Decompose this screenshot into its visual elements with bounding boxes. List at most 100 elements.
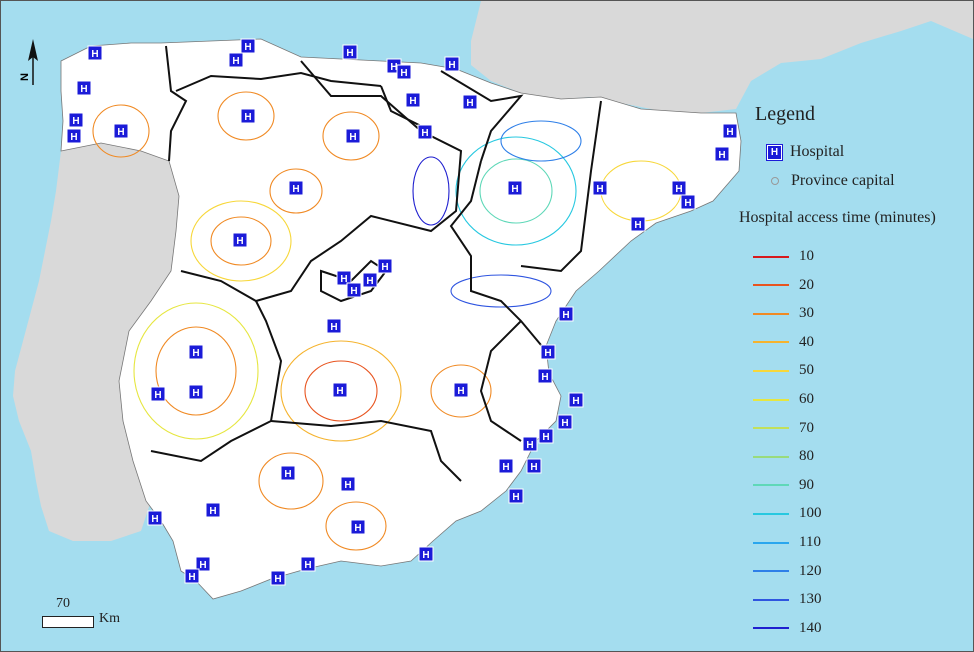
- scale-label: 50: [799, 362, 814, 379]
- svg-text:H: H: [726, 127, 733, 138]
- scale-item-70: 70: [753, 420, 814, 437]
- svg-text:H: H: [70, 132, 77, 143]
- scale-item-90: 90: [753, 477, 814, 494]
- scale-swatch: [753, 627, 789, 630]
- svg-text:H: H: [562, 310, 569, 321]
- scale-item-10: 10: [753, 248, 814, 265]
- svg-text:H: H: [244, 42, 251, 53]
- scalebar-unit: Km: [99, 611, 120, 626]
- scale-swatch: [753, 284, 789, 287]
- scale-item-50: 50: [753, 362, 814, 379]
- north-label: N: [18, 73, 31, 81]
- scale-item-130: 130: [753, 591, 822, 608]
- svg-text:H: H: [340, 274, 347, 285]
- svg-text:H: H: [544, 348, 551, 359]
- scale-swatch: [753, 512, 789, 515]
- scale-swatch: [753, 255, 789, 258]
- svg-text:H: H: [502, 462, 509, 473]
- legend-title: Legend: [755, 103, 815, 125]
- legend-hospital-row: H Hospital: [766, 143, 845, 161]
- svg-text:H: H: [526, 440, 533, 451]
- svg-text:H: H: [366, 276, 373, 287]
- north-arrow-icon: [28, 39, 38, 85]
- svg-text:H: H: [344, 480, 351, 491]
- svg-text:H: H: [466, 98, 473, 109]
- svg-text:H: H: [117, 127, 124, 138]
- svg-text:H: H: [292, 184, 299, 195]
- svg-text:H: H: [209, 506, 216, 517]
- svg-text:H: H: [448, 60, 455, 71]
- svg-text:H: H: [346, 48, 353, 59]
- svg-text:H: H: [349, 132, 356, 143]
- portugal-land: [13, 141, 181, 541]
- spain-land: [60, 38, 742, 600]
- svg-text:H: H: [684, 198, 691, 209]
- scale-label: 10: [799, 248, 814, 264]
- svg-text:H: H: [561, 418, 568, 429]
- svg-text:H: H: [421, 128, 428, 139]
- svg-text:H: H: [572, 396, 579, 407]
- scale-label: 90: [799, 476, 814, 493]
- svg-text:H: H: [192, 348, 199, 359]
- scale-label: 60: [799, 391, 814, 407]
- scale-label: 110: [799, 534, 821, 550]
- hospital-icon: H: [766, 143, 783, 161]
- svg-text:H: H: [80, 84, 87, 95]
- svg-text:H: H: [350, 286, 357, 297]
- scale-swatch: [753, 341, 789, 344]
- svg-text:H: H: [354, 523, 361, 534]
- svg-text:H: H: [457, 386, 464, 397]
- scale-label: 130: [799, 591, 822, 608]
- scale-label: 100: [799, 505, 822, 522]
- scale-item-120: 120: [753, 563, 822, 580]
- legend-capital-row: Province capital: [767, 172, 895, 190]
- scale-swatch: [753, 398, 789, 401]
- access-time-title: Hospital access time (minutes): [739, 209, 936, 226]
- svg-text:H: H: [596, 184, 603, 195]
- svg-text:H: H: [541, 372, 548, 383]
- svg-text:H: H: [274, 574, 281, 585]
- svg-text:H: H: [422, 550, 429, 561]
- scale-item-40: 40: [753, 334, 814, 351]
- scale-item-140: 140: [753, 620, 822, 637]
- scale-item-20: 20: [753, 277, 814, 294]
- scalebar-value: 70: [56, 596, 70, 611]
- svg-text:H: H: [330, 322, 337, 333]
- legend-hospital-label: Hospital: [790, 143, 845, 160]
- svg-text:H: H: [91, 49, 98, 60]
- scale-item-60: 60: [753, 391, 814, 408]
- svg-text:H: H: [188, 572, 195, 583]
- svg-text:H: H: [400, 68, 407, 79]
- scale-label: 30: [799, 305, 814, 322]
- scale-swatch: [753, 570, 789, 573]
- scale-swatch: [753, 369, 789, 372]
- scale-swatch: [753, 312, 789, 315]
- svg-text:H: H: [675, 184, 682, 195]
- svg-text:H: H: [390, 62, 397, 73]
- scale-swatch: [753, 598, 789, 601]
- svg-text:H: H: [542, 432, 549, 443]
- scale-item-80: 80: [753, 448, 814, 465]
- svg-text:H: H: [304, 560, 311, 571]
- scalebar: [42, 616, 94, 628]
- legend-capital-label: Province capital: [791, 172, 895, 189]
- svg-text:H: H: [634, 220, 641, 231]
- scale-swatch: [753, 541, 789, 544]
- scale-label: 70: [799, 419, 814, 436]
- scale-label: 140: [799, 619, 822, 636]
- svg-text:H: H: [236, 236, 243, 247]
- svg-text:H: H: [718, 150, 725, 161]
- scale-label: 40: [799, 333, 814, 350]
- scale-swatch: [753, 427, 789, 430]
- scale-swatch: [753, 484, 789, 487]
- france-land: [471, 1, 973, 113]
- svg-text:H: H: [232, 56, 239, 67]
- svg-text:H: H: [192, 388, 199, 399]
- svg-text:H: H: [336, 386, 343, 397]
- scale-item-30: 30: [753, 305, 814, 322]
- svg-text:H: H: [530, 462, 537, 473]
- scale-label: 120: [799, 562, 822, 579]
- scale-item-100: 100: [753, 505, 822, 522]
